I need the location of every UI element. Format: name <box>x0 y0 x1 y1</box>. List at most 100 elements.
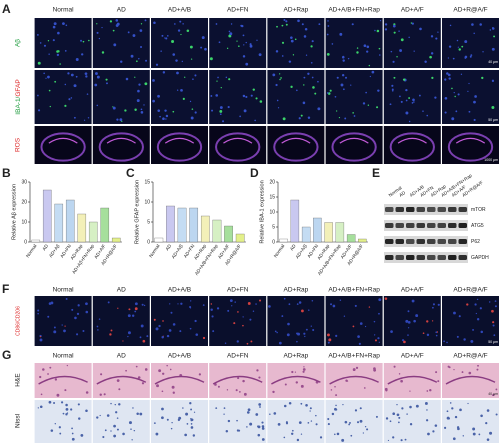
cell <box>492 324 495 327</box>
cell <box>222 120 225 123</box>
cell <box>407 334 409 336</box>
cell <box>330 389 333 391</box>
cell <box>495 388 498 391</box>
cell <box>277 107 280 109</box>
cell <box>152 79 155 82</box>
cell <box>285 23 288 26</box>
cell <box>107 301 110 304</box>
cell <box>128 308 131 311</box>
cell <box>457 93 460 96</box>
cell <box>73 84 77 88</box>
band <box>385 255 394 260</box>
cell <box>458 315 461 318</box>
cell <box>155 327 159 331</box>
cell <box>43 72 45 75</box>
cell <box>352 325 355 328</box>
panel-label: C <box>126 166 135 180</box>
cell <box>118 388 121 391</box>
cell <box>70 97 73 99</box>
group-header: AD+A/B <box>168 287 191 294</box>
micrograph <box>92 18 150 68</box>
x-tick-label: AD+A/β <box>171 243 185 259</box>
cell <box>66 364 69 367</box>
cell <box>378 54 381 56</box>
micrograph <box>92 126 150 164</box>
cell <box>390 50 393 53</box>
cell <box>426 320 429 323</box>
micrograph <box>442 400 499 443</box>
cell <box>290 85 293 89</box>
cell <box>454 95 456 98</box>
hippocampus <box>48 137 78 144</box>
cell <box>455 110 458 113</box>
cell <box>298 421 302 424</box>
cell <box>161 416 164 420</box>
cell <box>116 417 119 419</box>
bar <box>301 226 311 243</box>
group-header: AD+A/B+FN+Rap <box>328 287 380 294</box>
cell <box>39 338 43 342</box>
cell <box>371 70 375 74</box>
cell <box>180 302 183 305</box>
cell <box>384 23 388 26</box>
cell <box>249 44 253 48</box>
cell <box>437 303 440 306</box>
cell <box>116 428 119 431</box>
cell <box>309 410 311 412</box>
group-header: AD+A/F <box>401 353 424 360</box>
cell <box>62 22 65 26</box>
cell <box>473 118 476 122</box>
cell <box>399 95 401 98</box>
cell <box>284 383 287 386</box>
cell <box>298 117 301 120</box>
band <box>406 207 415 212</box>
cell <box>486 409 490 412</box>
cell <box>456 39 459 42</box>
y-tick-label: 15 <box>144 179 150 185</box>
cell <box>292 54 295 56</box>
hippocampus <box>106 137 136 144</box>
cell <box>180 88 183 92</box>
cell <box>258 376 261 379</box>
ca-layer <box>271 375 321 385</box>
y-tick-label: 0 <box>24 239 27 245</box>
cell <box>335 110 338 112</box>
cell <box>287 322 290 326</box>
hippocampus <box>339 137 369 144</box>
cell <box>384 387 388 391</box>
blot-strip <box>384 220 468 231</box>
cell <box>451 117 455 121</box>
cell <box>247 302 251 305</box>
cell <box>400 439 403 442</box>
cell <box>110 430 112 432</box>
cell <box>314 92 317 95</box>
cell <box>286 333 290 337</box>
cell <box>112 106 116 110</box>
cell <box>408 36 410 39</box>
cell <box>426 409 428 411</box>
cell <box>473 32 475 35</box>
cell <box>285 422 289 425</box>
cell <box>334 95 337 98</box>
cell <box>470 339 474 343</box>
cell <box>378 298 382 302</box>
micrograph <box>92 296 150 346</box>
cell <box>105 78 108 81</box>
cell <box>189 300 192 302</box>
cell <box>396 413 400 417</box>
cell <box>254 119 256 122</box>
micrograph <box>151 18 208 68</box>
cell <box>189 45 193 49</box>
cell <box>435 334 438 337</box>
cell <box>392 24 396 28</box>
cell <box>494 300 497 302</box>
cell <box>474 95 477 98</box>
cell <box>189 307 192 309</box>
cell <box>350 434 353 437</box>
cell <box>435 37 438 40</box>
cell <box>405 319 409 323</box>
cell <box>169 303 171 305</box>
bar <box>154 237 164 243</box>
cell <box>290 432 294 435</box>
cell <box>396 56 398 58</box>
